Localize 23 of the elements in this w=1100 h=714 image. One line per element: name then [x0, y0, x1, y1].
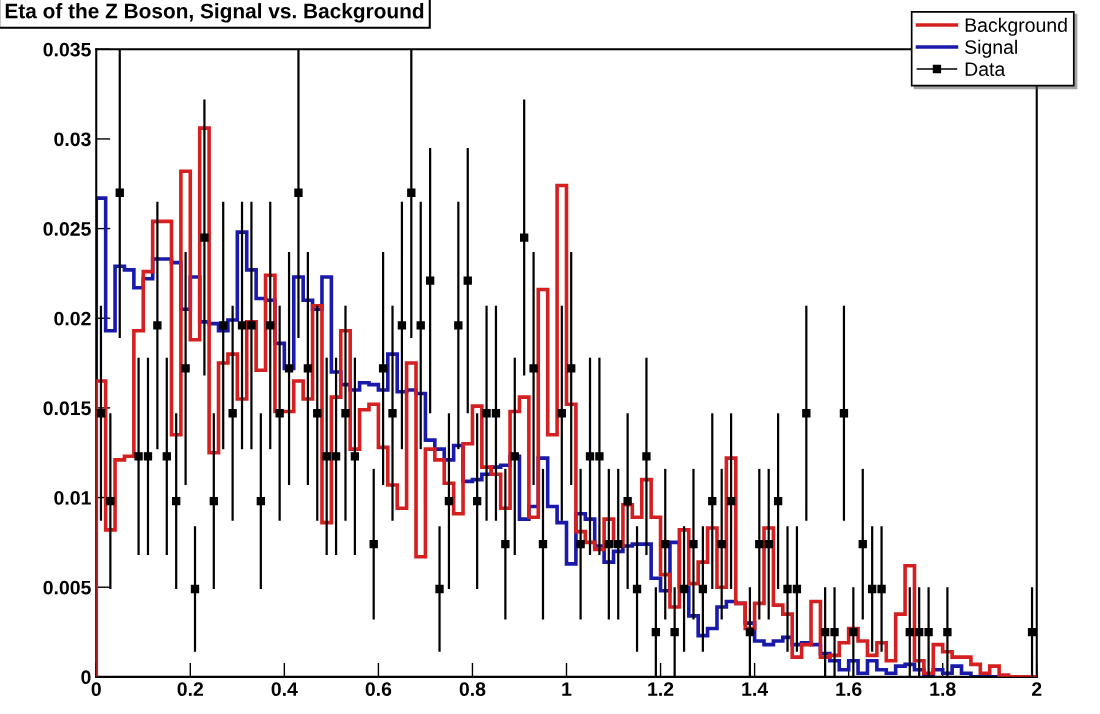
- x-tick-label: 2: [1032, 682, 1042, 696]
- x-tick-label: 1.2: [648, 682, 674, 696]
- legend-label: Background: [965, 17, 1067, 36]
- x-tick-label: 1: [562, 682, 572, 696]
- y-tick-label: 0.035: [43, 42, 91, 57]
- y-tick-label: 0.03: [54, 132, 91, 147]
- chart-title: Eta of the Z Boson, Signal vs. Background: [5, 3, 424, 23]
- legend-label: Signal: [965, 39, 1017, 58]
- x-tick-label: 0.8: [459, 682, 486, 697]
- x-tick-label: 0.2: [177, 682, 204, 697]
- x-tick-label: 1.6: [836, 682, 862, 697]
- legend-label: Data: [965, 62, 1006, 77]
- y-tick-label: 0.015: [43, 401, 91, 416]
- x-tick-label: 1.8: [930, 682, 956, 697]
- y-tick-label: 0.01: [54, 491, 91, 505]
- x-tick-label: 0.4: [271, 682, 298, 697]
- x-tick-label: 0: [91, 682, 101, 697]
- x-tick-label: 0.6: [365, 682, 392, 697]
- x-tick-label: 1.4: [742, 682, 769, 696]
- y-tick-label: 0.025: [43, 222, 91, 236]
- y-tick-label: 0: [81, 670, 91, 685]
- y-tick-label: 0.005: [43, 580, 91, 595]
- y-tick-label: 0.02: [54, 311, 91, 326]
